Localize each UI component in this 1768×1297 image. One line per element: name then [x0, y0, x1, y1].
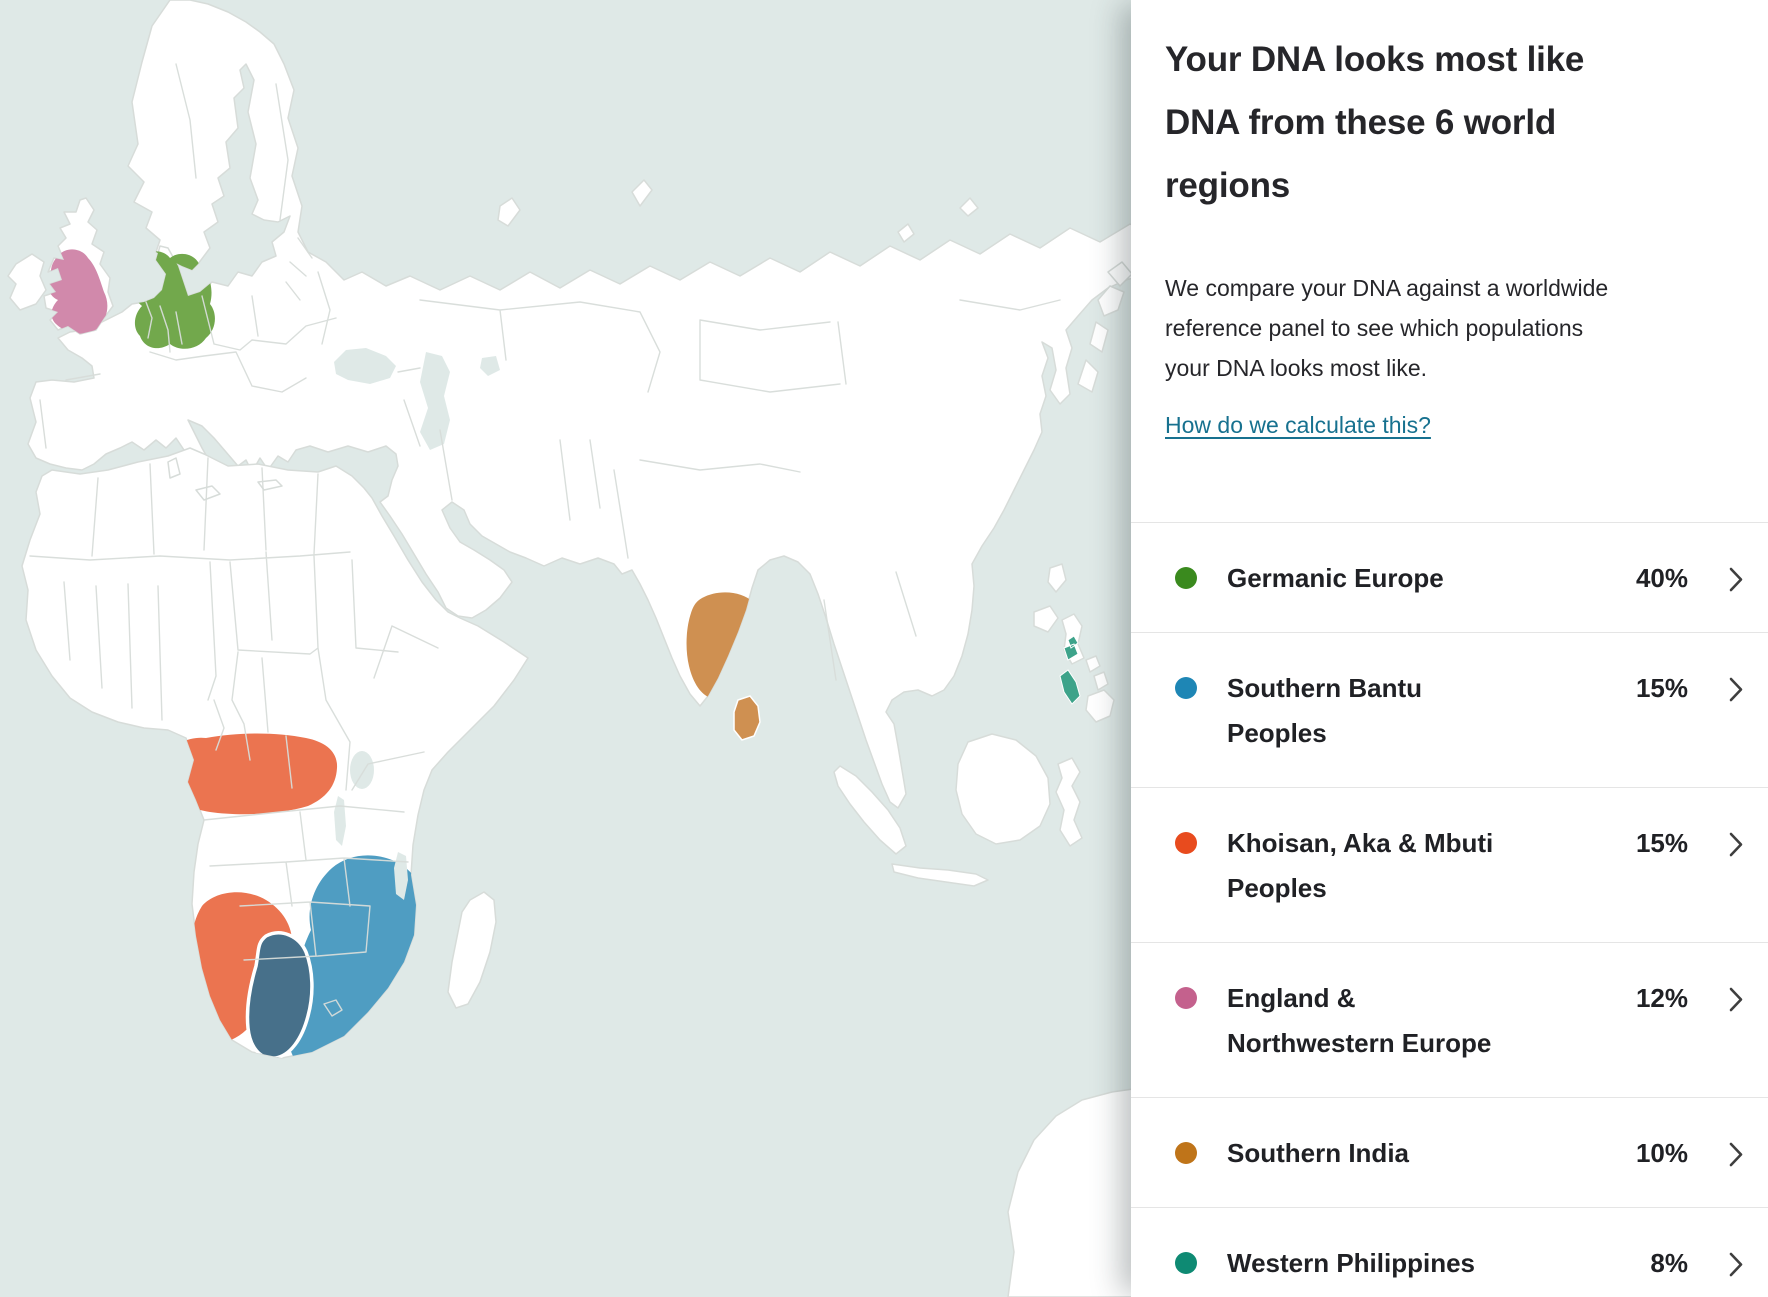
region-dot	[1175, 832, 1197, 854]
region-label: England & Northwestern Europe	[1227, 983, 1492, 1058]
description-line1: We compare your DNA against a worldwide	[1165, 275, 1609, 301]
region-dot	[1175, 987, 1197, 1009]
inland-seas	[334, 348, 500, 900]
panel-description: We compare your DNA against a worldwide …	[1165, 268, 1744, 388]
page-title: Your DNA looks most like DNA from these …	[1165, 28, 1744, 217]
map-region-sri-lanka[interactable]	[733, 695, 761, 741]
region-percent: 40%	[1635, 563, 1688, 593]
indonesia-islands	[833, 733, 1083, 887]
region-label: Khoisan, Aka & Mbuti Peoples	[1227, 828, 1494, 903]
region-label: Southern India	[1227, 1138, 1409, 1168]
region-percent: 8%	[1650, 1248, 1688, 1278]
arctic-islands	[497, 179, 979, 243]
region-dot	[1175, 677, 1197, 699]
description-line3: your DNA looks most like.	[1165, 355, 1428, 381]
page-title-line3: regions	[1165, 166, 1291, 205]
page-title-line2: DNA from these 6 world	[1165, 103, 1557, 142]
region-percent: 15%	[1635, 828, 1688, 858]
region-dot	[1175, 1252, 1197, 1274]
map-region-khoisan-central[interactable]	[169, 733, 338, 815]
region-percent: 12%	[1635, 983, 1688, 1013]
map-region-england-nw-europe[interactable]	[49, 249, 108, 334]
chevron-right-icon[interactable]	[1728, 1251, 1744, 1278]
country-borders	[29, 63, 1061, 1017]
hainan-island	[1033, 605, 1059, 633]
region-row-germanic-europe[interactable]: Germanic Europe 40%	[1131, 522, 1768, 632]
region-dot	[1175, 1142, 1197, 1164]
taiwan-island	[1047, 563, 1067, 593]
page-title-line1: Your DNA looks most like	[1165, 40, 1585, 79]
region-row-england-nw-europe[interactable]: England & Northwestern Europe 12%	[1131, 942, 1768, 1097]
description-line2: reference panel to see which populations	[1165, 315, 1584, 341]
landmass-ireland	[7, 253, 47, 311]
region-percent: 10%	[1635, 1138, 1688, 1168]
region-dot	[1175, 567, 1197, 589]
panel-header: Your DNA looks most like DNA from these …	[1131, 0, 1768, 440]
chevron-right-icon[interactable]	[1728, 986, 1744, 1013]
how-calculated-link[interactable]: How do we calculate this?	[1165, 412, 1431, 438]
landmass-madagascar	[447, 891, 497, 1009]
region-label: Western Philippines	[1227, 1248, 1476, 1278]
region-label: Germanic Europe	[1227, 563, 1444, 593]
chevron-right-icon[interactable]	[1728, 1141, 1744, 1168]
chevron-right-icon[interactable]	[1728, 566, 1744, 593]
region-label: Southern Bantu Peoples	[1227, 673, 1422, 748]
region-list: Germanic Europe 40% Southern Bantu People…	[1131, 522, 1768, 1297]
map-region-western-philippines[interactable]	[1059, 635, 1081, 705]
map-region-southern-bantu[interactable]	[288, 855, 422, 1070]
region-row-southern-india[interactable]: Southern India 10%	[1131, 1097, 1768, 1207]
region-row-khoisan-aka-mbuti[interactable]: Khoisan, Aka & Mbuti Peoples 15%	[1131, 787, 1768, 942]
results-panel: Your DNA looks most like DNA from these …	[1131, 0, 1768, 1297]
chevron-right-icon[interactable]	[1728, 676, 1744, 703]
region-percent: 15%	[1635, 673, 1688, 703]
chevron-right-icon[interactable]	[1728, 831, 1744, 858]
region-row-western-philippines[interactable]: Western Philippines 8%	[1131, 1207, 1768, 1297]
region-row-southern-bantu[interactable]: Southern Bantu Peoples 15%	[1131, 632, 1768, 787]
